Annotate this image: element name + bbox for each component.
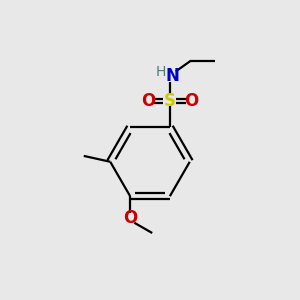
Text: S: S xyxy=(164,92,176,110)
Text: O: O xyxy=(142,92,156,110)
Text: H: H xyxy=(155,65,166,79)
Text: O: O xyxy=(184,92,198,110)
Text: N: N xyxy=(165,67,179,85)
Text: O: O xyxy=(123,209,137,227)
